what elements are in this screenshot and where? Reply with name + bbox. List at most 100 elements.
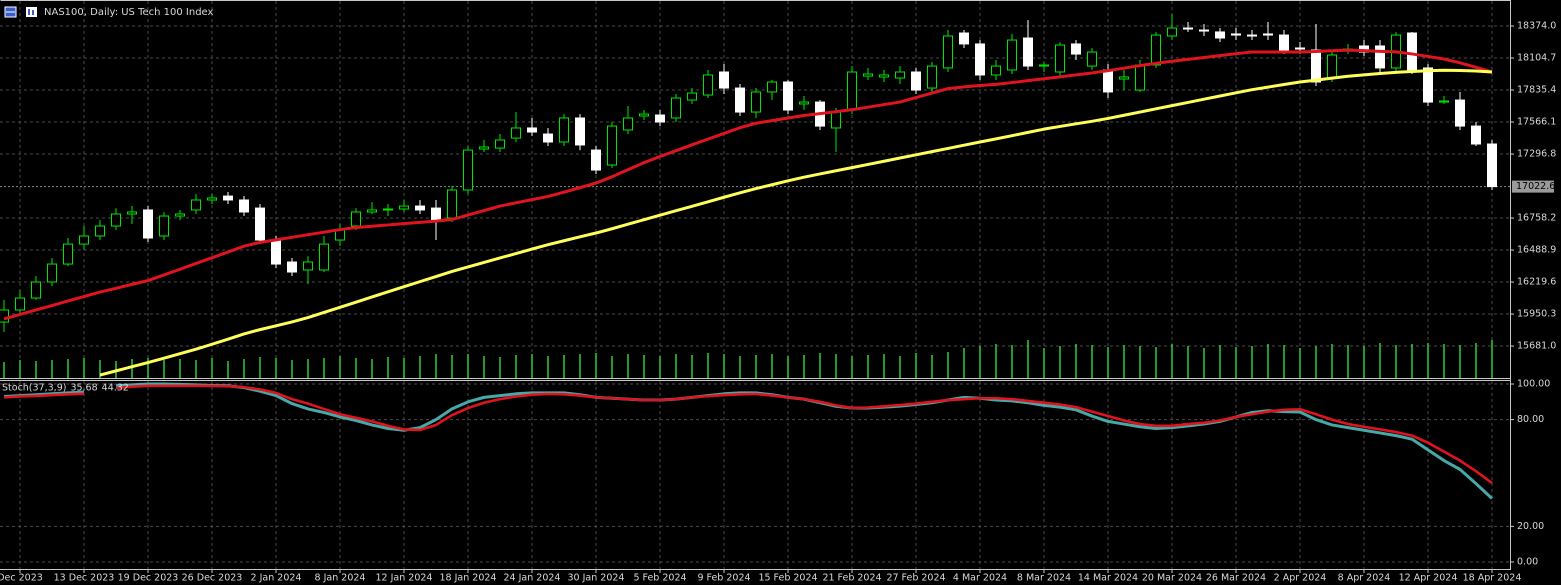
x-tick-label: 19 Dec 2023 [118, 573, 179, 584]
candle-body [1135, 64, 1145, 91]
candle-body [911, 71, 921, 91]
x-tick-label: 26 Dec 2023 [182, 573, 243, 584]
candle-body [847, 71, 857, 111]
candle-body [591, 149, 601, 171]
icon [26, 7, 37, 17]
x-tick-label: 5 Feb 2024 [633, 573, 686, 584]
grid-layer [0, 1, 1514, 573]
x-tick-label: 15 Feb 2024 [758, 573, 817, 584]
x-tick-label: 18 Apr 2024 [1463, 573, 1522, 584]
candle-body [799, 101, 809, 105]
last-price-tag [1512, 180, 1554, 193]
candle-body [1375, 45, 1385, 69]
candle-body [383, 208, 393, 211]
candle-body [1295, 47, 1305, 50]
candle-body [863, 73, 873, 77]
candle-body [1119, 76, 1129, 80]
x-tick-label: 12 Apr 2024 [1399, 573, 1458, 584]
x-tick-label: 26 Mar 2024 [1206, 573, 1266, 584]
candle-body [623, 117, 633, 131]
x-tick-label: 20 Mar 2024 [1142, 573, 1202, 584]
candle-body [239, 199, 249, 213]
candle-body [767, 81, 777, 93]
y-tick-label: 0.00 [1517, 556, 1538, 567]
y-tick-label: 100.00 [1517, 379, 1550, 390]
x-tick-label: 9 Feb 2024 [697, 573, 750, 584]
y-tick-label: 16488.9 [1517, 245, 1556, 256]
candle-body [303, 261, 313, 271]
last-price-label: 17022.6 [1516, 181, 1555, 192]
candle-body [15, 297, 25, 311]
candle-body [175, 213, 185, 217]
candle-body [0, 309, 9, 323]
candle-body [1311, 49, 1321, 83]
candle-body [1007, 39, 1017, 71]
candle-body [223, 195, 233, 201]
moving-average [3, 48, 1493, 321]
candle-body [111, 213, 121, 227]
y-tick-label: 18374.0 [1517, 21, 1556, 32]
candle-body [1423, 67, 1433, 103]
x-tick-label: 8 Mar 2024 [1017, 573, 1071, 584]
x-tick-label: 21 Feb 2024 [822, 573, 881, 584]
y-tick-label: 17566.1 [1517, 117, 1556, 128]
candle-body [655, 114, 665, 123]
x-tick-label: 14 Mar 2024 [1078, 573, 1138, 584]
candle-body [431, 207, 441, 221]
candle-body [751, 91, 761, 113]
y-tick-label: 80.00 [1517, 414, 1544, 425]
candle-body [543, 133, 553, 143]
candle-body [1231, 33, 1241, 36]
y-tick-label: 15681.0 [1517, 341, 1556, 352]
candle-body [927, 65, 937, 89]
candle-body [79, 235, 89, 245]
candle-body [1439, 100, 1449, 103]
candle-body [1023, 37, 1033, 67]
y-tick-label: 17296.8 [1517, 149, 1556, 160]
candle-body [47, 263, 57, 283]
candle-body [1455, 99, 1465, 127]
candle-body [207, 197, 217, 201]
moving-average [99, 68, 1493, 377]
candle-body [1199, 29, 1209, 32]
candle-body [719, 71, 729, 89]
icon [32, 10, 34, 15]
y-tick-label: 16758.2 [1517, 213, 1556, 224]
candle-body [1087, 51, 1097, 67]
candle-body [991, 65, 1001, 76]
indicator-line [3, 384, 1493, 485]
candle-body [1167, 27, 1177, 37]
candle-body [1055, 44, 1065, 73]
y-tick-label: 15950.3 [1517, 309, 1556, 320]
candle-body [527, 127, 537, 133]
candle-body [367, 209, 377, 213]
candle-body [127, 211, 137, 215]
candle-body [495, 139, 505, 149]
candle-body [447, 189, 457, 219]
candle-body [1279, 34, 1289, 51]
candle-body [159, 215, 169, 237]
candle-body [831, 111, 841, 129]
x-tick-label: 4 Mar 2024 [953, 573, 1007, 584]
candle-body [671, 97, 681, 119]
indicator-value: 44.32 [102, 383, 129, 394]
candle-body [191, 199, 201, 211]
stoch-panel [3, 382, 1494, 500]
candle-body [271, 239, 281, 265]
candle-body [1215, 31, 1225, 39]
candle-body [1263, 33, 1273, 36]
candle-body [1183, 27, 1193, 30]
y-tick-label: 18104.7 [1517, 53, 1556, 64]
x-tick-label: 27 Feb 2024 [886, 573, 945, 584]
candle-body [1247, 34, 1257, 37]
main-panel [0, 14, 1497, 378]
candle-body [783, 81, 793, 111]
candle-body [1487, 143, 1497, 188]
candle-body [703, 74, 713, 96]
x-tick-label: 2 Apr 2024 [1274, 573, 1327, 584]
y-tick-label: 17835.4 [1517, 85, 1556, 96]
candle-body [351, 211, 361, 227]
candle-body [31, 281, 41, 299]
